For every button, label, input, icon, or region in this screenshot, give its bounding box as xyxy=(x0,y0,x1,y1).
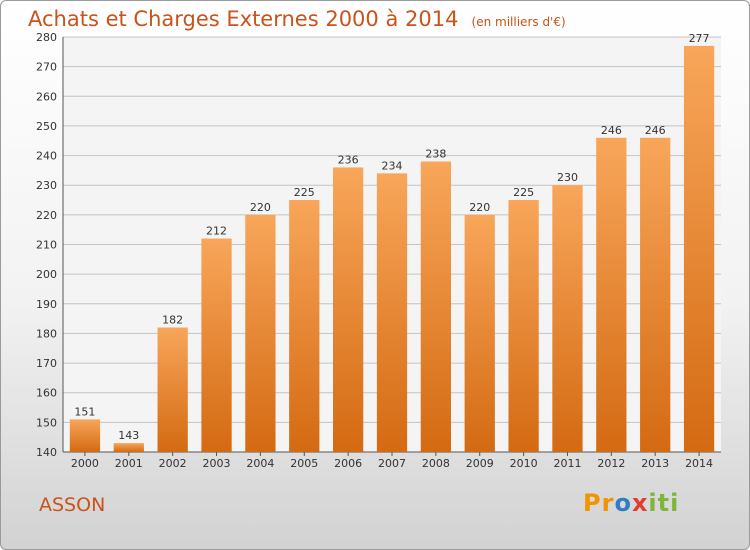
data-label-2005: 225 xyxy=(294,186,315,199)
y-tick-label: 140 xyxy=(36,446,57,459)
data-label-2012: 246 xyxy=(601,124,622,137)
y-tick-label: 250 xyxy=(36,120,57,133)
y-tick-label: 180 xyxy=(36,327,57,340)
x-tick-label-2014: 2014 xyxy=(685,457,713,470)
y-tick-label: 260 xyxy=(36,90,57,103)
bar-2003 xyxy=(201,238,232,452)
y-tick-label: 150 xyxy=(36,416,57,429)
x-tick-label-2006: 2006 xyxy=(334,457,362,470)
bar-2007 xyxy=(376,173,408,452)
data-label-2000: 151 xyxy=(74,405,95,418)
data-label-2011: 230 xyxy=(557,171,578,184)
x-tick-label-2008: 2008 xyxy=(422,457,450,470)
bar-2009 xyxy=(464,214,495,452)
bar-2012 xyxy=(596,137,627,453)
data-label-2002: 182 xyxy=(162,314,183,327)
x-tick-label-2007: 2007 xyxy=(378,457,406,470)
unit-note: (en milliers d'€) xyxy=(471,15,566,29)
commune-name: ASSON xyxy=(39,494,106,516)
bar-2010 xyxy=(508,200,539,452)
bar-2011 xyxy=(552,185,583,452)
bar-2002 xyxy=(157,327,188,452)
x-tick-label-2013: 2013 xyxy=(641,457,669,470)
data-label-2001: 143 xyxy=(118,429,139,442)
data-label-2013: 246 xyxy=(645,124,666,137)
y-tick-label: 200 xyxy=(36,268,57,281)
x-tick-label-2011: 2011 xyxy=(553,457,581,470)
data-label-2009: 220 xyxy=(469,201,490,214)
data-label-2003: 212 xyxy=(206,225,227,238)
y-tick-label: 230 xyxy=(36,179,57,192)
y-tick-label: 160 xyxy=(36,387,57,400)
x-tick-label-2005: 2005 xyxy=(290,457,318,470)
x-tick-label-2012: 2012 xyxy=(597,457,625,470)
bar-2004 xyxy=(245,214,276,452)
bar-2000 xyxy=(69,419,101,452)
y-tick-label: 270 xyxy=(36,61,57,74)
x-tick-label-2000: 2000 xyxy=(71,457,99,470)
x-tick-label-2002: 2002 xyxy=(159,457,187,470)
x-tick-label-2010: 2010 xyxy=(510,457,538,470)
bar-2013 xyxy=(640,137,671,453)
proxiti-logo: Proxiti xyxy=(583,489,680,517)
bar-2001 xyxy=(113,443,144,452)
chart-title: Achats et Charges Externes 2000 à 2014 xyxy=(28,7,459,31)
y-tick-label: 240 xyxy=(36,150,57,163)
bar-2014 xyxy=(683,45,715,453)
chart-title-block: Achats et Charges Externes 2000 à 2014 (… xyxy=(28,7,566,31)
y-tick-label: 170 xyxy=(36,357,57,370)
x-tick-label-2009: 2009 xyxy=(466,457,494,470)
bar-2008 xyxy=(420,161,452,452)
data-label-2010: 225 xyxy=(513,186,534,199)
data-label-2014: 277 xyxy=(689,32,710,45)
x-tick-label-2003: 2003 xyxy=(203,457,231,470)
data-label-2007: 234 xyxy=(382,159,403,172)
data-label-2006: 236 xyxy=(338,153,359,166)
y-tick-label: 210 xyxy=(36,239,57,252)
data-label-2004: 220 xyxy=(250,201,271,214)
y-tick-label: 280 xyxy=(36,31,57,44)
x-tick-label-2004: 2004 xyxy=(246,457,274,470)
x-tick-label-2001: 2001 xyxy=(115,457,143,470)
bar-2006 xyxy=(332,167,364,452)
y-tick-label: 220 xyxy=(36,209,57,222)
bar-2005 xyxy=(289,200,320,452)
data-label-2008: 238 xyxy=(425,148,446,161)
y-tick-label: 190 xyxy=(36,298,57,311)
